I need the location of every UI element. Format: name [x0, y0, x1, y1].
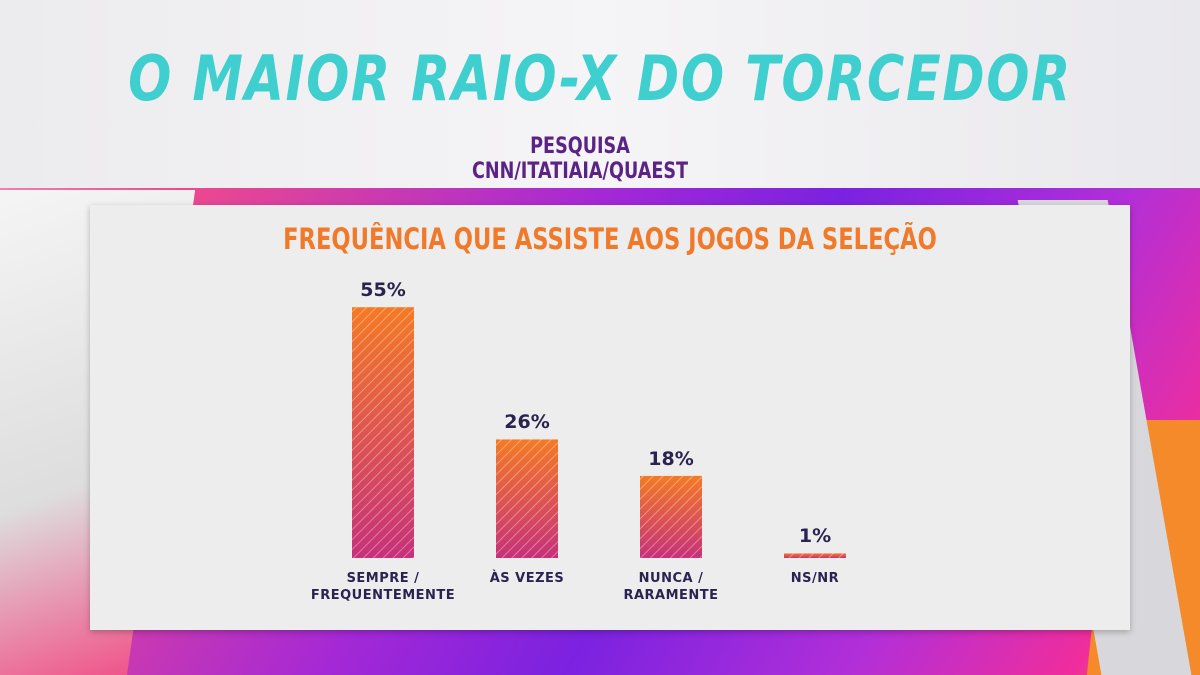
data-label: 1%	[798, 525, 832, 548]
bar-group	[640, 475, 702, 558]
subtitle: PESQUISA CNN/ITATIAIA/QUAEST	[471, 134, 689, 184]
bar-hatch	[640, 475, 702, 558]
data-label: 26%	[504, 411, 550, 434]
bar-group	[784, 553, 846, 558]
x-label-box: NS/NR	[715, 570, 915, 587]
x-tick-label: ÀS VEZES	[489, 571, 565, 586]
data-label: 18%	[648, 447, 694, 470]
bar-hatch	[352, 307, 414, 558]
chart-title: FREQUÊNCIA QUE ASSISTE AOS JOGOS DA SELE…	[283, 222, 937, 256]
x-tick-label: NUNCA / RARAMENTE	[623, 571, 719, 603]
x-label-box: SEMPRE / FREQUENTEMENTE	[283, 570, 483, 604]
x-tick-label: NS/NR	[790, 571, 840, 586]
bar-group	[496, 439, 558, 558]
x-label-box: NUNCA / RARAMENTE	[571, 570, 771, 604]
title: O MAIOR RAIO-X DO TORCEDOR	[128, 42, 1072, 115]
header-band	[0, 0, 1200, 188]
bar-hatch	[784, 553, 846, 558]
x-label-box: ÀS VEZES	[427, 570, 627, 587]
data-label: 55%	[360, 279, 406, 302]
chart-card	[90, 205, 1130, 630]
x-tick-label: SEMPRE / FREQUENTEMENTE	[310, 571, 456, 603]
bar-group	[352, 307, 414, 558]
bar-hatch	[496, 439, 558, 558]
